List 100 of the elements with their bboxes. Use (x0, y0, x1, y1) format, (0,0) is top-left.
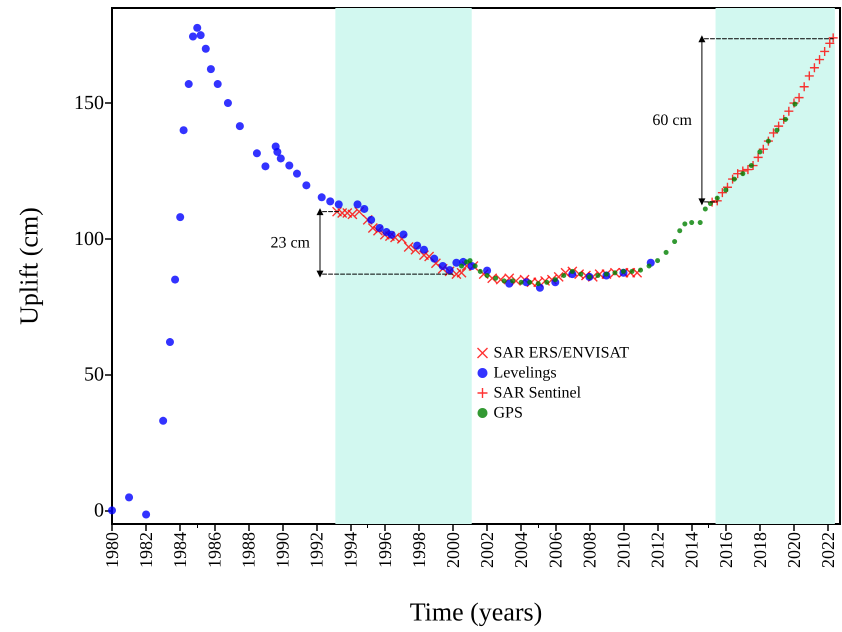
point (578, 272, 584, 277)
x-tick-label: 2010 (613, 532, 634, 568)
point (792, 102, 798, 107)
point (757, 149, 762, 154)
x-tick-label: 1984 (170, 532, 190, 568)
point (468, 260, 479, 272)
point (347, 209, 358, 220)
x-tick-label: 2008 (579, 532, 600, 568)
point (646, 264, 652, 268)
point (774, 128, 780, 133)
point (236, 122, 244, 130)
point (570, 268, 575, 274)
point (478, 268, 483, 274)
point (438, 264, 448, 274)
point (518, 280, 524, 285)
x-tick-label: 2004 (511, 532, 532, 568)
point (804, 70, 815, 82)
x-axis-title: Time (years) (410, 598, 542, 626)
point (384, 230, 396, 242)
point (655, 258, 660, 264)
point (206, 65, 215, 74)
point (184, 80, 193, 88)
point (461, 260, 472, 272)
point (819, 46, 830, 57)
point (273, 148, 282, 156)
point (430, 258, 442, 268)
point (766, 138, 771, 144)
point (768, 128, 779, 138)
annotation: 60 cm (652, 112, 692, 129)
point (367, 216, 376, 224)
point (354, 206, 364, 217)
point (546, 274, 558, 285)
point (318, 193, 326, 202)
point (526, 277, 537, 288)
point (604, 272, 609, 277)
y-tick-label: 0 (94, 499, 104, 522)
point (336, 208, 348, 218)
y-tick-label: 100 (74, 228, 104, 250)
point (561, 273, 566, 278)
point (332, 206, 342, 217)
point (410, 244, 421, 255)
point (612, 270, 618, 276)
point (527, 280, 532, 285)
point (202, 44, 210, 53)
x-tick-label: 1982 (136, 532, 156, 568)
point (261, 162, 270, 170)
point (625, 268, 636, 278)
x-tick-label: 1988 (238, 532, 258, 568)
point (276, 154, 285, 162)
point (601, 268, 612, 280)
point (773, 120, 784, 132)
point (125, 493, 134, 502)
point (638, 268, 644, 273)
x-tick-label: 2012 (648, 532, 668, 568)
point (334, 200, 343, 208)
y-axis-title: Uplift (cm) (14, 207, 44, 325)
x-tick-label: 2020 (784, 532, 804, 568)
x-tick-label: 1996 (374, 532, 395, 568)
point (368, 222, 378, 234)
point (180, 126, 188, 134)
point (723, 187, 728, 192)
point (424, 251, 434, 262)
point (702, 206, 708, 212)
point (677, 228, 682, 234)
point (540, 276, 550, 286)
point (752, 152, 764, 163)
point (472, 264, 478, 268)
point (740, 171, 746, 176)
point (510, 278, 516, 284)
point (727, 174, 738, 184)
point (748, 163, 754, 168)
point (252, 149, 261, 158)
point (292, 170, 301, 178)
point (418, 250, 430, 260)
point (214, 80, 222, 88)
point (560, 268, 571, 278)
point (459, 264, 464, 268)
point (484, 273, 490, 278)
point (302, 181, 310, 190)
x-tick-label: 2000 (442, 532, 463, 568)
legend-label: Levelings (494, 364, 557, 382)
point (493, 276, 498, 281)
point (814, 54, 825, 65)
point (588, 272, 598, 282)
x-tick-label: 1986 (204, 532, 224, 568)
point (698, 220, 703, 226)
point (502, 278, 507, 284)
point (594, 268, 605, 280)
point (794, 92, 804, 103)
point (438, 262, 447, 270)
point (468, 258, 473, 264)
point (196, 31, 205, 40)
point (544, 280, 550, 285)
point (430, 254, 438, 263)
point (400, 230, 408, 238)
x-tick-label: 1990 (272, 532, 292, 568)
point (610, 268, 620, 278)
annotation: 23 cm (270, 234, 311, 252)
point (580, 270, 592, 281)
point (664, 250, 669, 255)
